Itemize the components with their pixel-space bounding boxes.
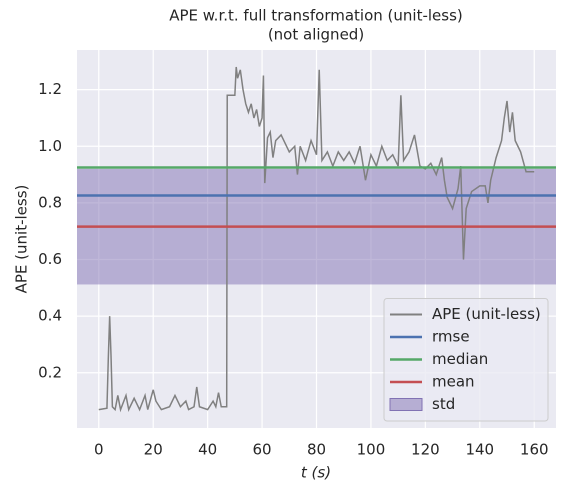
legend-label: std	[432, 395, 455, 413]
x-tick-label: 40	[198, 441, 217, 459]
legend-swatch	[389, 398, 423, 411]
legend-label: rmse	[432, 328, 470, 346]
y-axis-label: APE (unit-less)	[13, 185, 31, 294]
y-tick-label: 1.0	[38, 137, 62, 155]
legend-label: APE (unit-less)	[432, 305, 541, 323]
chart-subtitle: (not aligned)	[268, 26, 364, 44]
x-tick-label: 100	[357, 441, 386, 459]
chart-title: APE w.r.t. full transformation (unit-les…	[169, 7, 463, 25]
x-tick-label: 0	[94, 441, 104, 459]
x-tick-label: 120	[411, 441, 440, 459]
y-tick-label: 0.8	[38, 193, 62, 211]
x-axis-label: t (s)	[301, 464, 331, 482]
x-tick-label: 60	[253, 441, 272, 459]
data-line	[98, 66, 535, 413]
legend-label: mean	[432, 373, 475, 391]
y-tick-label: 0.6	[38, 250, 62, 268]
y-tick-label: 0.4	[38, 307, 62, 325]
x-tick-label: 140	[465, 441, 494, 459]
y-tick-label: 0.2	[38, 363, 62, 381]
x-tick-label: 80	[307, 441, 326, 459]
legend-box	[383, 298, 549, 422]
legend-label: median	[432, 350, 488, 368]
y-tick-label: 1.2	[38, 80, 62, 98]
x-tick-label: 160	[520, 441, 549, 459]
x-tick-label: 20	[144, 441, 163, 459]
